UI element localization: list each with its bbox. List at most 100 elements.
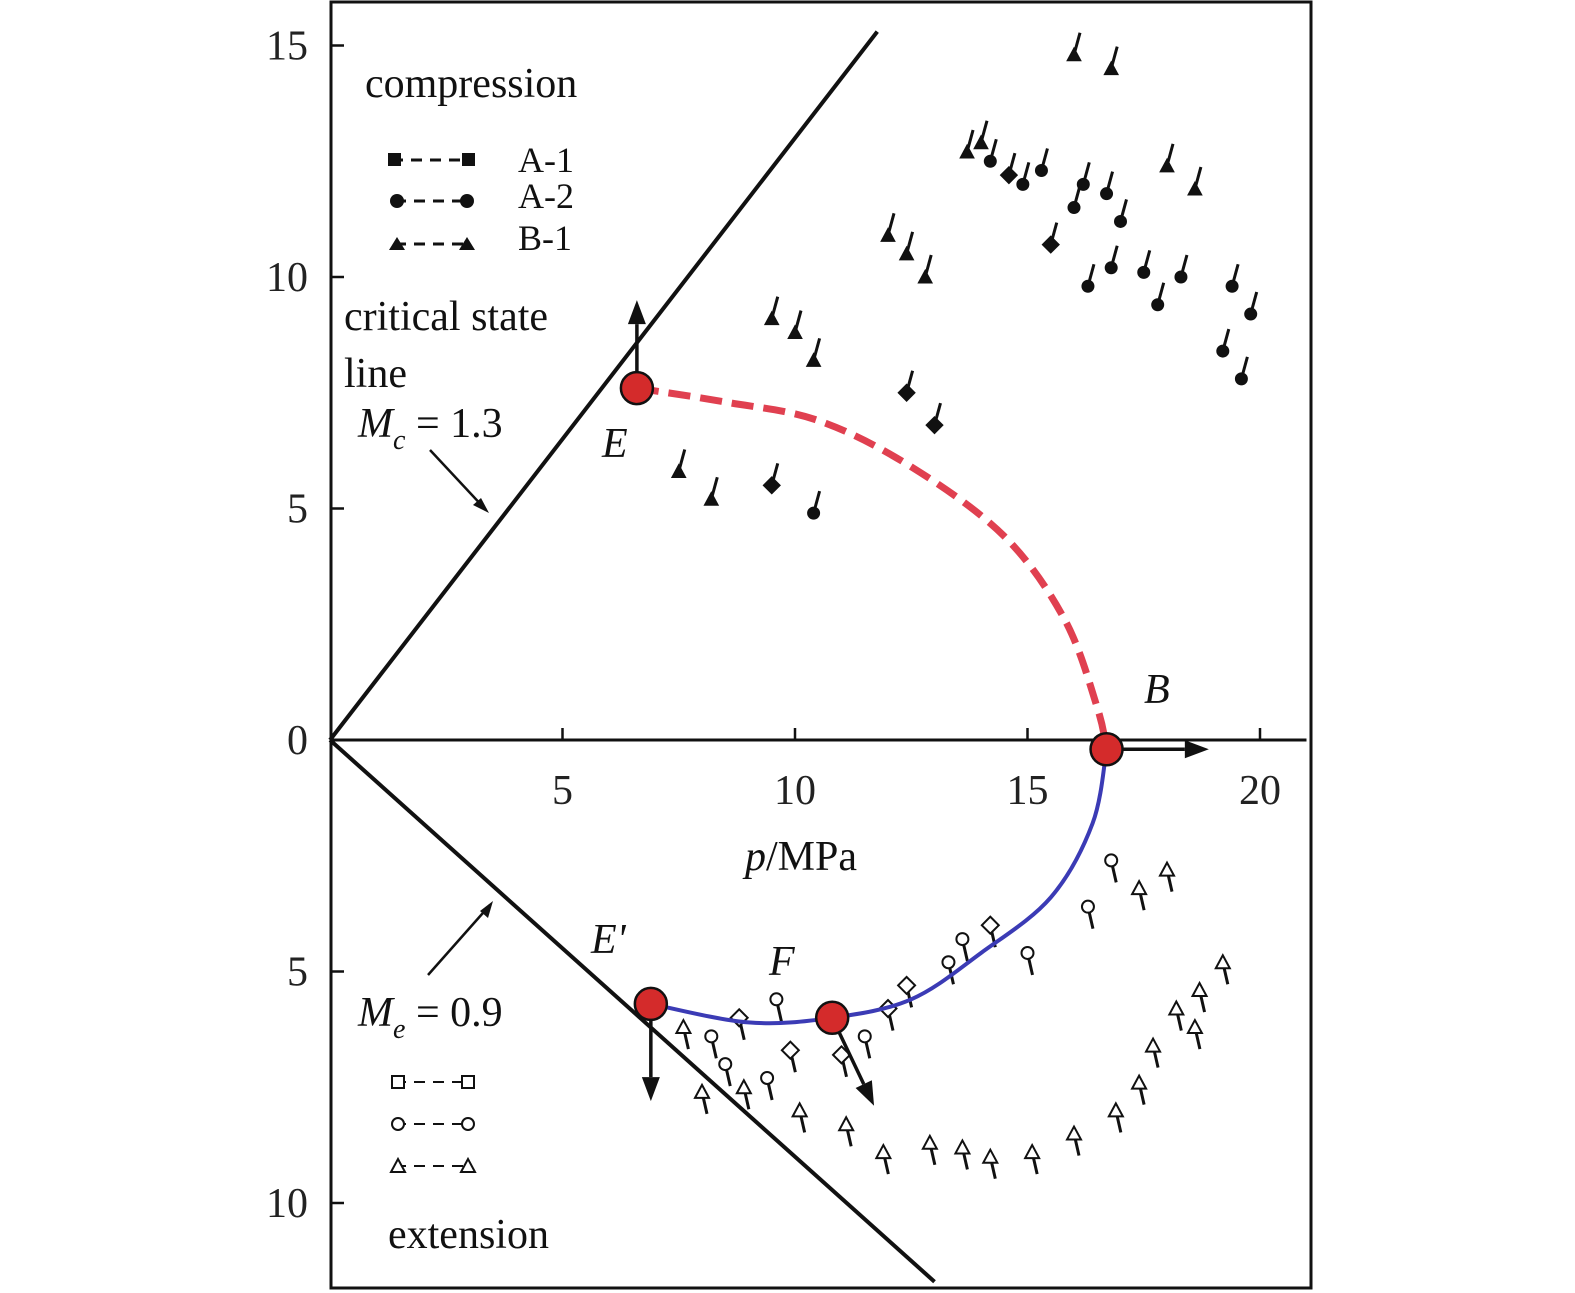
key-point (814, 1000, 850, 1036)
data-marker-filled-circle (983, 154, 997, 168)
flow-arrow-head (855, 1080, 875, 1106)
legend-marker-filled-circle (460, 194, 474, 208)
x-tick-label: 15 (1007, 768, 1049, 814)
data-marker-filled-circle (1016, 177, 1030, 191)
data-marker-open-triangle (1130, 879, 1148, 896)
zone-label-compression: compression (365, 61, 577, 107)
legend-marker-open-square (461, 1075, 475, 1089)
data-marker-filled-square (897, 383, 916, 402)
legend-marker-open-triangle (459, 1156, 477, 1173)
y-tick-label: 5 (287, 950, 308, 996)
data-marker-open-triangle (1065, 1124, 1083, 1141)
legend-extension (389, 1075, 477, 1173)
data-marker-open-triangle (1023, 1142, 1041, 1160)
legend-compression: A-1 A-2 B-1 (388, 140, 574, 258)
data-marker-open-circle (1104, 853, 1119, 868)
slope-label-compression: Mc = 1.3 (357, 401, 503, 456)
data-marker-filled-circle (1100, 187, 1114, 201)
data-marker-filled-triangle (787, 324, 803, 340)
data-marker-filled-circle (1174, 270, 1188, 284)
legend-marker-filled-triangle (389, 237, 405, 250)
critical-state-line-extension (328, 738, 936, 1284)
data-marker-filled-triangle (670, 463, 687, 478)
data-marker-filled-triangle (1066, 46, 1082, 62)
y-tick-label: 15 (266, 24, 308, 70)
data-marker-open-triangle (790, 1101, 809, 1118)
data-marker-filled-circle (1216, 344, 1230, 358)
data-marker-filled-circle (1234, 372, 1248, 386)
data-marker-filled-triangle (973, 134, 989, 150)
slope-pointer-extension (427, 904, 491, 976)
data-marker-open-triangle (837, 1115, 855, 1132)
data-marker-open-triangle (874, 1142, 893, 1160)
data-marker-open-circle (955, 932, 970, 947)
data-marker-open-triangle (1144, 1036, 1162, 1053)
data-marker-filled-triangle (763, 310, 780, 326)
legend-marker-filled-circle (390, 194, 404, 208)
data-marker-open-triangle (1158, 860, 1176, 877)
data-marker-filled-circle (1067, 201, 1081, 215)
data-marker-filled-triangle (898, 245, 915, 261)
data-marker-open-circle (857, 1029, 872, 1044)
data-marker-open-circle (704, 1029, 719, 1044)
key-point (619, 370, 655, 406)
data-marker-open-circle (718, 1057, 733, 1072)
legend-marker-open-triangle (389, 1156, 407, 1173)
data-marker-open-circle (1080, 899, 1095, 914)
data-marker-open-triangle (674, 1017, 693, 1035)
data-marker-filled-triangle (1159, 157, 1175, 173)
data-marker-open-triangle (1214, 953, 1232, 970)
data-marker-open-circle (760, 1070, 775, 1085)
legend-row-a1: A-1 (388, 140, 574, 180)
plot-frame (329, 0, 1313, 1290)
data-marker-filled-circle (1137, 265, 1151, 279)
data-marker-open-triangle (1107, 1101, 1125, 1118)
data-marker-open-triangle (1167, 999, 1185, 1016)
data-marker-open-circle (1020, 945, 1035, 960)
data-marker-open-square (831, 1044, 852, 1065)
data-marker-filled-circle (1225, 279, 1239, 293)
data-marker-filled-circle (1104, 261, 1118, 275)
key-point (633, 986, 669, 1022)
point-label-f: F (768, 939, 795, 985)
data-marker-filled-square (762, 476, 781, 495)
flow-arrow-head (1184, 740, 1209, 759)
csl-label-line1: critical state (344, 294, 548, 340)
data-marker-open-triangle (921, 1133, 939, 1150)
y-tick-label: 0 (287, 718, 308, 764)
legend-label-a1: A-1 (518, 140, 574, 180)
yield-curve-compression (636, 384, 1110, 751)
slope-label-extension: Me = 0.9 (357, 990, 503, 1045)
legend-marker-filled-triangle (459, 237, 475, 250)
flow-arrow-head (627, 300, 646, 325)
legend-marker-open-circle (391, 1117, 405, 1131)
data-marker-filled-circle (1081, 279, 1095, 293)
slope-pointer-extension-head (480, 901, 493, 918)
data-marker-filled-circle (807, 506, 821, 520)
data-marker-filled-triangle (959, 143, 975, 159)
legend-marker-open-circle (461, 1117, 475, 1131)
data-marker-filled-triangle (805, 352, 822, 367)
data-marker-open-triangle (735, 1078, 753, 1095)
csl-label-line2: line (344, 351, 407, 397)
y-tick-label: 10 (266, 1181, 308, 1227)
data-marker-filled-circle (1244, 307, 1258, 321)
legend-label-a2: A-2 (518, 176, 574, 216)
y-tick-label: 5 (287, 487, 308, 533)
data-marker-filled-square (925, 415, 944, 435)
data-marker-filled-triangle (917, 268, 934, 284)
x-axis-label: p/MPa (742, 834, 857, 880)
data-marker-open-circle (941, 955, 956, 970)
data-marker-filled-circle (1151, 298, 1165, 312)
data-marker-open-triangle (981, 1147, 999, 1164)
slope-pointer-compression (429, 449, 487, 511)
data-marker-open-circle (769, 992, 784, 1007)
legend-row-a2: A-2 (390, 176, 574, 216)
point-label-b: B (1144, 667, 1170, 713)
data-marker-open-square (980, 915, 1001, 936)
x-tick-label: 10 (774, 768, 816, 814)
data-marker-open-triangle (953, 1138, 972, 1155)
data-marker-filled-square (1041, 235, 1060, 254)
data-marker-filled-triangle (703, 491, 720, 506)
